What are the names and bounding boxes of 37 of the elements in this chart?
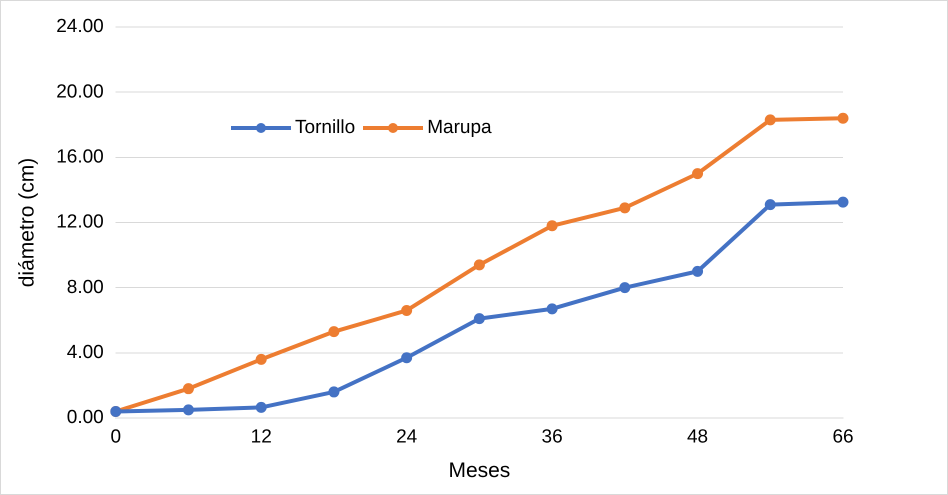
point <box>692 168 704 180</box>
y-tick-label: 8.00 <box>66 276 104 298</box>
point <box>328 386 340 398</box>
point <box>256 402 267 413</box>
point <box>182 383 194 394</box>
point <box>619 282 630 294</box>
y-axis-title: diámetro (cm) <box>15 158 38 288</box>
x-tick-label: 48 <box>686 426 708 448</box>
point <box>401 352 412 364</box>
y-tick-label: 4.00 <box>66 342 104 364</box>
point <box>474 259 485 270</box>
point <box>619 202 630 214</box>
x-tick-label: 36 <box>542 426 563 448</box>
point <box>838 112 848 124</box>
y-tick-label: 16.00 <box>56 146 104 168</box>
x-tick-label: 66 <box>832 426 854 448</box>
x-tick-label: 12 <box>250 426 272 448</box>
point <box>546 303 558 314</box>
point <box>182 404 194 416</box>
point <box>838 196 848 208</box>
y-tick-label: 24.00 <box>56 16 104 38</box>
point <box>474 313 485 324</box>
point <box>764 114 776 126</box>
legend-label: Tornillo <box>295 117 356 139</box>
y-tick-label: 12.00 <box>56 212 104 233</box>
x-tick-label: 0 <box>110 426 122 448</box>
point <box>764 199 776 210</box>
point <box>328 326 340 338</box>
point <box>546 220 558 232</box>
point <box>692 266 704 277</box>
x-tick-label: 24 <box>396 426 418 448</box>
legend-label: Marupa <box>427 117 492 139</box>
x-axis-title: Meses <box>448 459 510 482</box>
point <box>401 304 412 316</box>
y-tick-label: 0.00 <box>66 407 104 428</box>
y-tick-label: 20.00 <box>56 81 104 102</box>
point <box>256 354 267 365</box>
